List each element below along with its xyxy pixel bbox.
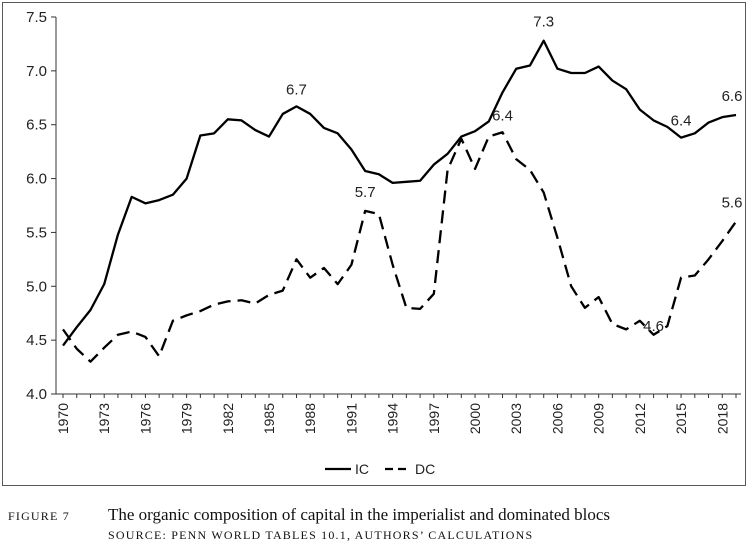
chart-svg: 4.04.55.05.56.06.57.07.5 1970 1973 1976 197… [26,9,742,477]
annotation-label: 5.6 [722,195,743,212]
annotations: 6.7 5.7 7.3 6.4 4.6 6.4 6.6 5.6 [286,14,742,335]
series-line-ic [62,39,737,347]
y-tick-label: 4.0 [26,386,47,403]
figure-caption: Figure 7 The organic composition of capi… [8,505,748,543]
annotation-label: 4.6 [643,318,664,335]
x-tick-label: 2012 [632,403,648,434]
x-tick-label: 2009 [591,403,607,434]
y-tick-label: 7.5 [26,9,47,26]
y-tick-label: 7.0 [26,63,47,80]
x-tick-label: 2015 [673,403,689,434]
y-tick-label: 5.5 [26,224,47,241]
figure-title: The organic composition of capital in th… [108,505,611,524]
figure-source: Source: Penn World Tables 10.1, authors’… [108,528,534,542]
x-tick-label: 2018 [714,403,730,434]
x-tick-label: 1985 [261,403,277,434]
annotation-label: 6.7 [286,81,307,98]
chart-frame: 4.0 4.5 5.0 5.5 6.0 6.5 7.0 7.5 1970 1973 1976 197… [2,2,746,486]
x-tick-label: 1994 [385,403,401,434]
y-tick-label: 5.0 [26,278,47,295]
series-lines [62,39,737,363]
y-tick-label: 4.5 [26,332,47,349]
legend-label-ic: IC [355,461,369,477]
x-tick-label: 1988 [302,403,318,434]
x-ticks: 1970 1973 1976 1979 1982 1985 1988 1991 1994 1997… [55,394,737,434]
annotation-label: 6.6 [722,88,743,105]
annotation-label: 7.3 [533,14,554,31]
x-tick-label: 1991 [343,403,359,434]
annotation-label: 6.4 [671,113,692,130]
x-tick-label: 1970 [55,403,71,434]
y-ticks: 4.0 4.5 5.0 5.5 6.0 6.5 7.0 7.5 [26,9,56,403]
y-tick-label: 6.5 [26,117,47,134]
y-tick-label: 6.0 [26,171,47,188]
x-tick-label: 2006 [549,403,565,434]
figure-label: Figure 7 [8,509,70,523]
annotation-label: 5.7 [355,184,376,201]
x-tick-label: 1979 [179,403,195,434]
x-tick-label: 2003 [508,403,524,434]
x-tick-label: 1982 [220,403,236,434]
x-tick-label: 2000 [467,403,483,434]
legend-label-dc: DC [415,461,435,477]
legend: IC DC [325,461,435,477]
x-tick-label: 1997 [426,403,442,434]
x-tick-label: 1976 [137,403,153,434]
annotation-label: 6.4 [492,107,513,124]
series-line-dc [62,131,737,363]
x-tick-label: 1973 [96,403,112,434]
